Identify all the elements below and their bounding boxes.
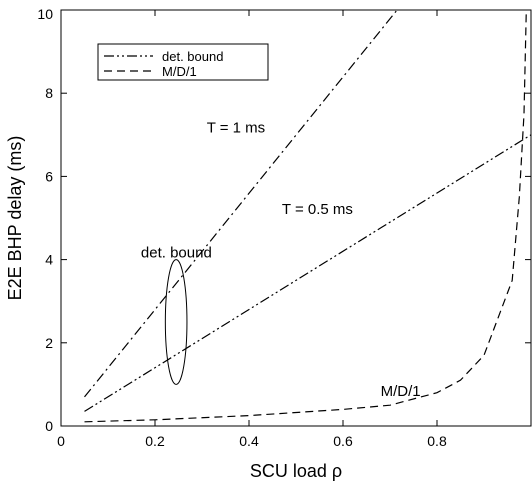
y-tick-label: 10 bbox=[37, 6, 53, 22]
y-tick-label: 2 bbox=[45, 335, 53, 351]
y-tick-label: 0 bbox=[45, 418, 53, 434]
x-axis-label: SCU load ρ bbox=[250, 461, 342, 481]
x-tick-label: 0.4 bbox=[239, 433, 259, 449]
series-line-t-0-5ms bbox=[84, 134, 532, 412]
y-tick-label: 8 bbox=[45, 85, 53, 101]
annotation-label: T = 0.5 ms bbox=[282, 201, 353, 218]
y-axis-ticks: 0 2 4 6 8 10 bbox=[37, 6, 531, 434]
x-axis-ticks: 0 0.2 0.4 0.6 0.8 bbox=[57, 10, 447, 449]
x-tick-label: 0.2 bbox=[145, 433, 165, 449]
x-tick-label: 0.6 bbox=[333, 433, 353, 449]
legend-label-md1: M/D/1 bbox=[162, 64, 197, 79]
annotation-label: T = 1 ms bbox=[207, 120, 266, 137]
series-line-md1 bbox=[84, 9, 527, 423]
annotations-layer: T = 1 ms T = 0.5 ms det. bound M/D/1 bbox=[141, 120, 421, 400]
y-axis-label: E2E BHP delay (ms) bbox=[5, 136, 25, 301]
y-tick-label: 6 bbox=[45, 168, 53, 184]
legend: det. bound M/D/1 bbox=[97, 43, 269, 81]
legend-label-det-bound: det. bound bbox=[162, 49, 223, 64]
legend-box bbox=[97, 43, 269, 81]
plot-frame bbox=[60, 9, 532, 427]
y-tick-label: 4 bbox=[45, 252, 53, 268]
series-line-t-1ms bbox=[84, 9, 398, 398]
det-bound-ellipse bbox=[164, 259, 188, 385]
annotation-label: M/D/1 bbox=[381, 383, 421, 400]
series-layer bbox=[84, 9, 532, 423]
annotation-label: det. bound bbox=[141, 245, 212, 262]
x-tick-label: 0 bbox=[57, 433, 65, 449]
x-tick-label: 0.8 bbox=[427, 433, 447, 449]
